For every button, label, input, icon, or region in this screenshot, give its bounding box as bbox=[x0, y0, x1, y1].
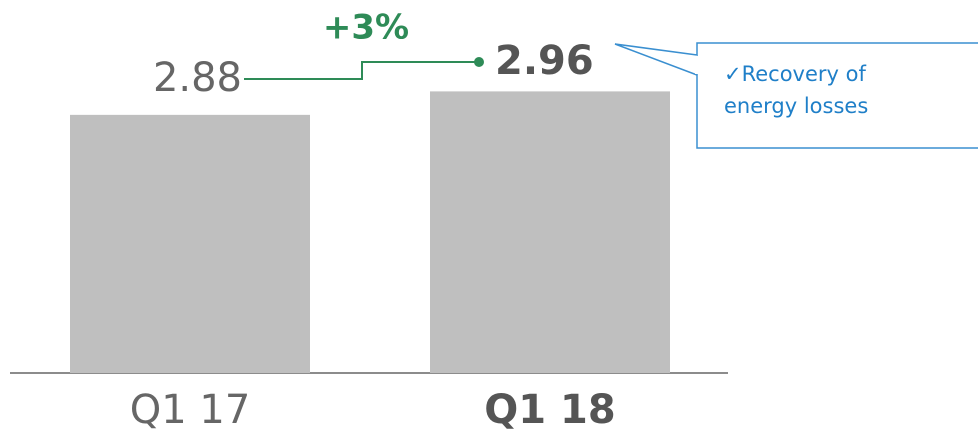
bar bbox=[430, 91, 670, 374]
x-tick-label: Q1 17 bbox=[130, 387, 251, 433]
x-tick-label: Q1 18 bbox=[484, 387, 615, 433]
callout-gap bbox=[695, 56, 699, 74]
change-dot bbox=[474, 57, 484, 67]
callout-note: ✓Recovery of energy losses bbox=[724, 62, 869, 118]
bar bbox=[70, 114, 310, 373]
change-connector bbox=[244, 61, 478, 80]
callout-box bbox=[696, 42, 978, 149]
callout-pointer bbox=[614, 43, 698, 76]
change-label: +3% bbox=[323, 8, 409, 48]
value-label: 2.88 bbox=[153, 55, 242, 101]
value-label: 2.96 bbox=[495, 38, 594, 84]
